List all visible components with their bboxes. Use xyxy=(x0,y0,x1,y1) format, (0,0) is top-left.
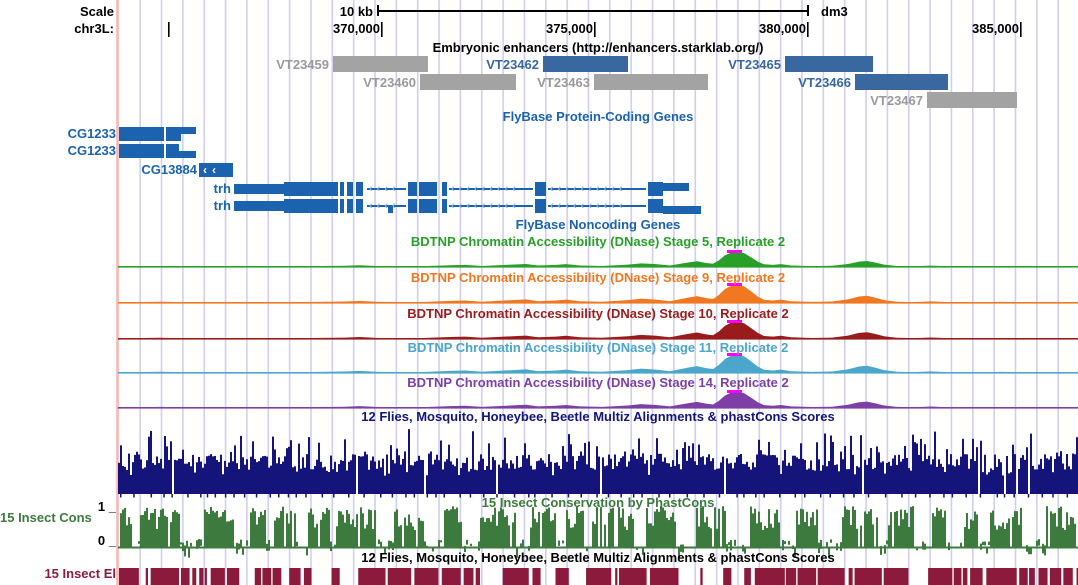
enhancer-item-label: VT23463 xyxy=(537,75,590,90)
elements-track-title: 12 Flies, Mosquito, Honeybee, Beetle Mul… xyxy=(361,550,835,565)
phastcons-axis-max: 1 _ xyxy=(97,499,116,514)
coding-genes-track-title: FlyBase Protein-Coding Genes xyxy=(502,109,694,124)
enhancer-item[interactable] xyxy=(785,56,873,72)
coordinate-tick-label: 375,000 xyxy=(546,21,593,36)
bdtnp-signal-track-3[interactable] xyxy=(118,320,1078,340)
gene-trh[interactable] xyxy=(234,182,689,196)
bdtnp-signal-track-title: BDTNP Chromatin Accessibility (DNase) St… xyxy=(407,340,789,355)
gene-CG13884[interactable] xyxy=(199,163,233,177)
enhancers-track xyxy=(333,56,1017,108)
phastcons-track-title: 15 Insect Conservation by PhastCons xyxy=(481,495,715,510)
gene-models-track xyxy=(119,127,701,214)
clipping-indicator xyxy=(727,283,742,286)
conserved-elements-track[interactable] xyxy=(119,568,1078,585)
enhancer-item-label: VT23466 xyxy=(798,75,851,90)
clipping-indicator xyxy=(727,390,742,393)
scale-value-label: 10 kb xyxy=(339,4,373,19)
gene-trh[interactable] xyxy=(234,199,701,214)
coordinate-ticks xyxy=(168,22,1022,37)
enhancer-item[interactable] xyxy=(420,74,516,90)
intron-direction-arrows: ‹‹‹‹‹‹‹‹‹‹ xyxy=(550,200,627,212)
clipping-indicator xyxy=(727,320,742,323)
bdtnp-signal-track-title: BDTNP Chromatin Accessibility (DNase) St… xyxy=(410,234,786,249)
intron-direction-arrows: ‹‹‹‹ xyxy=(369,183,400,195)
bdtnp-signal-track-4[interactable] xyxy=(118,353,1078,374)
clipping-indicator xyxy=(727,353,742,356)
noncoding-genes-track-title: FlyBase Noncoding Genes xyxy=(515,217,681,232)
gene-label: CG1233 xyxy=(67,126,116,141)
enhancer-item[interactable] xyxy=(855,74,948,90)
enhancer-item-label: VT23460 xyxy=(363,75,416,90)
coordinate-tick-label: 380,000 xyxy=(759,21,806,36)
gene-label: CG1233 xyxy=(67,143,116,158)
clipping-indicator xyxy=(727,250,742,253)
enhancer-item-label: VT23459 xyxy=(276,57,329,72)
phastcons-left-label: 15 Insect Cons xyxy=(0,510,92,525)
phastcons-histogram[interactable] xyxy=(118,506,1078,559)
intron-direction-arrows: ‹‹‹‹ xyxy=(369,200,400,212)
gene-label: trh xyxy=(213,181,231,196)
assembly-label: dm3 xyxy=(821,4,848,19)
gene-label: CG13884 xyxy=(141,162,197,177)
coordinate-tick-label: 385,000 xyxy=(972,21,1019,36)
bdtnp-signal-track-title: BDTNP Chromatin Accessibility (DNase) St… xyxy=(410,270,786,285)
intron-direction-arrows: ‹‹‹‹‹‹‹‹‹ xyxy=(451,200,520,212)
phastcons-axis-min: 0 _ xyxy=(97,533,116,548)
coordinate-tick-label: 370,000 xyxy=(333,21,380,36)
enhancer-item[interactable] xyxy=(333,56,428,72)
grid-lines xyxy=(116,0,1059,585)
scale-bar xyxy=(377,5,809,16)
enhancer-item-label: VT23465 xyxy=(728,57,781,72)
bdtnp-signal-track-2[interactable] xyxy=(118,283,1078,304)
gene-CG1233[interactable] xyxy=(119,127,196,141)
elements-left-label: 15 Insect El xyxy=(44,566,116,581)
intron-direction-arrows: ‹‹‹‹‹‹‹‹‹ xyxy=(451,183,520,195)
gene-label: trh xyxy=(213,198,231,213)
chromosome-label: chr3L: xyxy=(74,21,114,36)
enhancer-item-label: VT23462 xyxy=(486,57,539,72)
gene-direction-arrows: ‹‹ xyxy=(203,163,221,177)
multiz-histogram[interactable] xyxy=(118,429,1078,498)
multiz-track-title: 12 Flies, Mosquito, Honeybee, Beetle Mul… xyxy=(361,409,835,424)
bdtnp-signal-track-1[interactable] xyxy=(118,250,1078,268)
enhancer-item[interactable] xyxy=(543,56,628,72)
bdtnp-signal-track-5[interactable] xyxy=(118,390,1078,409)
enhancer-item[interactable] xyxy=(927,92,1017,108)
scale-row-label: Scale xyxy=(80,4,114,19)
intron-direction-arrows: ‹‹‹‹‹‹‹‹‹‹ xyxy=(550,183,627,195)
bdtnp-signal-track-title: BDTNP Chromatin Accessibility (DNase) St… xyxy=(407,306,789,321)
gene-CG1233[interactable] xyxy=(119,144,196,158)
bdtnp-signal-track-title: BDTNP Chromatin Accessibility (DNase) St… xyxy=(407,375,789,390)
enhancer-item[interactable] xyxy=(594,74,708,90)
enhancer-item-label: VT23467 xyxy=(870,93,923,108)
enhancers-track-title: Embryonic enhancers (http://enhancers.st… xyxy=(432,40,764,55)
